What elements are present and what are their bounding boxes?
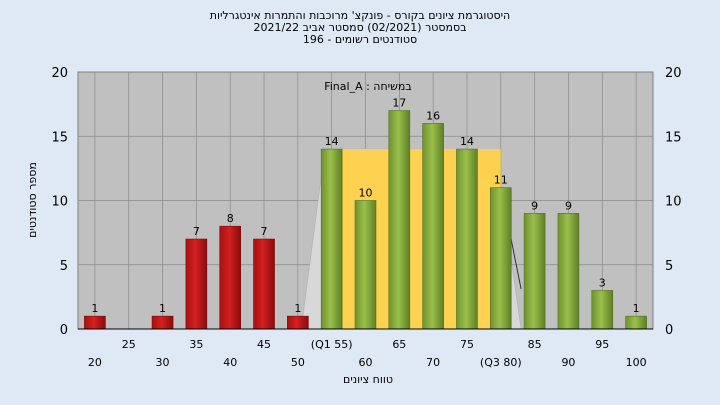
y-axis-label: מספר סטודנטים <box>26 162 39 238</box>
x-tick-lower: 40 <box>223 356 237 369</box>
bar-100 <box>625 315 647 330</box>
x-tick-lower: 100 <box>626 356 647 369</box>
data-label-90: 9 <box>565 199 572 212</box>
bar-95 <box>591 290 614 330</box>
chart-subtitle: במשיחה : Final_A <box>324 80 412 93</box>
y-tick-right-0: 0 <box>665 323 673 338</box>
y-tick-left-20: 20 <box>51 66 68 81</box>
bars <box>84 110 647 330</box>
data-label-65: 17 <box>392 97 406 110</box>
x-tick-lower: 70 <box>426 356 440 369</box>
data-label-95: 3 <box>599 276 606 289</box>
data-label-45: 7 <box>261 225 268 238</box>
data-label-100: 1 <box>633 302 640 315</box>
data-label-80: 11 <box>494 174 508 187</box>
x-axis-label: טווח ציונים <box>343 373 393 386</box>
chart-title-line-1: היסטוגרמת ציונים בקורס - פונקצ' מרוכבות … <box>209 9 511 22</box>
chart-title-line-2: בסמסטר (02/2021) סמסטר אביב 2021/22 <box>253 21 467 34</box>
y-tick-left-10: 10 <box>51 195 68 210</box>
x-tick-lower: 50 <box>291 356 305 369</box>
data-label-85: 9 <box>531 199 538 212</box>
x-tick-upper: 35 <box>189 338 203 351</box>
axes: 0 0 5 5 10 10 15 15 20 20 25 35 45 (Q1 55) 65 75 85 95 20 3… <box>51 66 681 369</box>
y-tick-right-20: 20 <box>665 66 682 81</box>
y-tick-right-10: 10 <box>665 195 682 210</box>
bar-80 <box>490 187 512 330</box>
y-tick-left-5: 5 <box>60 259 68 274</box>
x-tick-lower: 90 <box>561 356 575 369</box>
chart-title-line-3: סטודנטים רשומים - 196 <box>302 33 418 46</box>
bar-60 <box>354 200 377 330</box>
y-tick-left-15: 15 <box>51 130 68 145</box>
x-tick-upper: (Q1 55) <box>311 338 353 351</box>
x-tick-lower: 30 <box>156 356 170 369</box>
x-tick-upper: 65 <box>392 338 406 351</box>
data-label-35: 7 <box>193 225 200 238</box>
y-tick-right-15: 15 <box>665 130 682 145</box>
data-label-70: 16 <box>426 109 440 122</box>
bar-90 <box>557 213 580 330</box>
y-tick-left-0: 0 <box>60 323 68 338</box>
data-label-20: 1 <box>91 302 98 315</box>
data-label-60: 10 <box>359 187 373 200</box>
chart-title-block: היסטוגרמת ציונים בקורס - פונקצ' מרוכבות … <box>0 10 720 46</box>
bar-50 <box>287 315 309 330</box>
y-tick-right-5: 5 <box>665 259 673 274</box>
bar-65 <box>388 110 411 330</box>
x-tick-upper: 25 <box>122 338 136 351</box>
x-tick-upper: 45 <box>257 338 271 351</box>
bar-55 <box>320 148 343 330</box>
x-tick-upper: 85 <box>528 338 542 351</box>
x-tick-upper: 75 <box>460 338 474 351</box>
bar-30 <box>151 315 174 330</box>
bar-75 <box>456 148 478 330</box>
data-label-75: 14 <box>460 135 474 148</box>
x-tick-lower: 20 <box>88 356 102 369</box>
bar-35 <box>185 238 208 330</box>
data-label-50: 1 <box>294 302 301 315</box>
bar-70 <box>422 123 444 330</box>
data-label-40: 8 <box>227 212 234 225</box>
bar-40 <box>219 225 241 330</box>
bar-45 <box>253 238 275 330</box>
data-label-30: 1 <box>159 302 166 315</box>
x-tick-lower: 60 <box>359 356 373 369</box>
x-tick-lower: (Q3 80) <box>480 356 522 369</box>
data-label-55: 14 <box>325 135 339 148</box>
bar-20 <box>84 315 106 330</box>
x-tick-upper: 95 <box>595 338 609 351</box>
bar-85 <box>523 213 546 330</box>
